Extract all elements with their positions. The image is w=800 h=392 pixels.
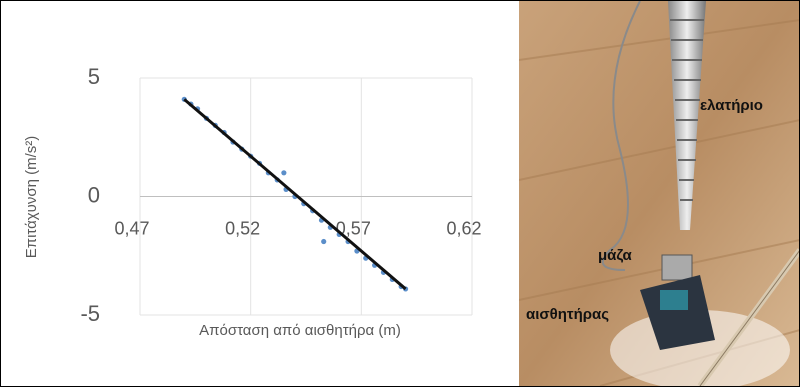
- y-tick-label: -5: [80, 301, 100, 326]
- y-tick-label: 5: [88, 64, 100, 89]
- point: [321, 238, 327, 245]
- x-tick-label: 0,57: [336, 218, 371, 238]
- trendline: [183, 98, 407, 291]
- y-axis-title: Επιτάχυνση (m/s²): [23, 136, 40, 259]
- photo-label: μάζα: [598, 247, 632, 264]
- y-tick-label: 0: [88, 182, 100, 207]
- point: [281, 170, 287, 176]
- x-axis-title: Απόσταση από αισθητήρα (m): [199, 322, 401, 339]
- photo: [518, 0, 800, 390]
- x-tick-label: 0,47: [114, 218, 149, 238]
- x-tick-label: 0,62: [446, 218, 481, 238]
- photo-label: ελατήριο: [700, 97, 763, 114]
- photo-label: αισθητήρας: [526, 306, 609, 323]
- chart: 0,47 0,52 0,57 0,62 -5 0 5: [80, 64, 481, 326]
- x-tick-label: 0,52: [225, 218, 260, 238]
